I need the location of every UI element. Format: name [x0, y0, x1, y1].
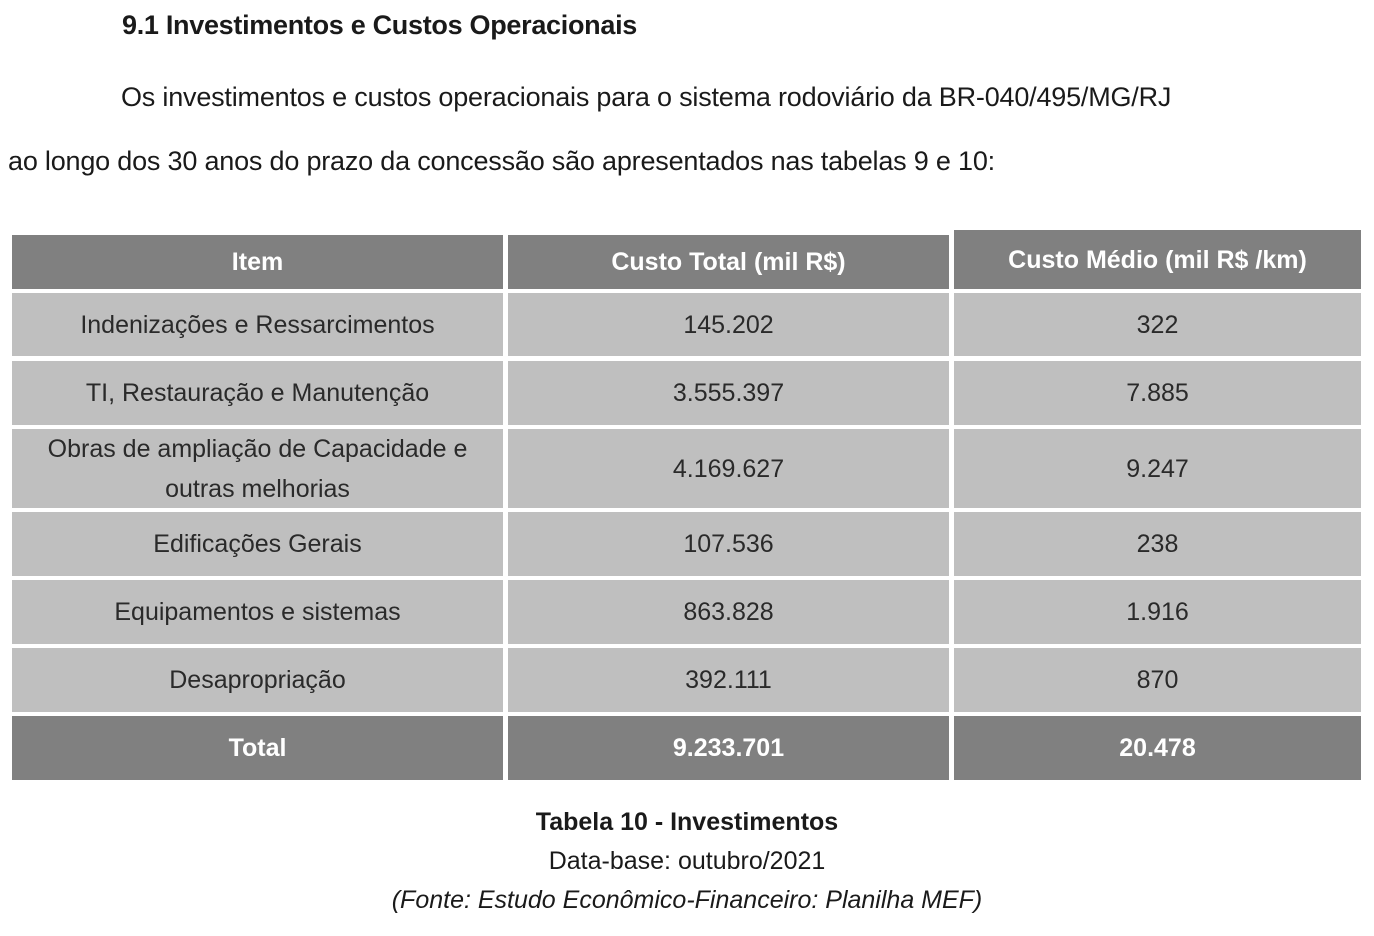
table-source: (Fonte: Estudo Econômico-Financeiro: Pla…: [391, 886, 983, 914]
row-total-cost: 4.169.627: [508, 429, 949, 508]
section-heading: 9.1 Investimentos e Custos Operacionais: [122, 10, 637, 40]
row-total-cost: 107.536: [508, 512, 949, 576]
header-total-cost: Custo Total (mil R$): [508, 235, 949, 289]
row-avg-cost: 9.247: [954, 429, 1361, 508]
row-avg-cost: 238: [954, 512, 1361, 576]
row-avg-cost: 322: [954, 293, 1361, 356]
row-avg-cost: 870: [954, 648, 1361, 712]
row-total-cost: 392.111: [508, 648, 949, 712]
row-item: TI, Restauração e Manutenção: [12, 361, 503, 425]
header-item: Item: [12, 235, 503, 289]
table-date: Data-base: outubro/2021: [548, 847, 826, 875]
row-item: Desapropriação: [12, 648, 503, 712]
table-caption: Tabela 10 - Investimentos: [535, 808, 839, 836]
paragraph-line-1: Os investimentos e custos operacionais p…: [121, 82, 1172, 112]
row-total-cost: 145.202: [508, 293, 949, 356]
row-total-cost: 863.828: [508, 580, 949, 644]
header-avg-cost: Custo Médio (mil R$ /km): [954, 230, 1361, 289]
row-total-cost: 3.555.397: [508, 361, 949, 425]
row-item: Edificações Gerais: [12, 512, 503, 576]
paragraph-line-2: ao longo dos 30 anos do prazo da concess…: [8, 146, 995, 176]
row-item: Equipamentos e sistemas: [12, 580, 503, 644]
row-avg-cost: 1.916: [954, 580, 1361, 644]
total-cost-value: 9.233.701: [508, 716, 949, 780]
total-avg-value: 20.478: [954, 716, 1361, 780]
total-label: Total: [12, 716, 503, 780]
row-item: Obras de ampliação de Capacidade e outra…: [12, 429, 503, 508]
row-avg-cost: 7.885: [954, 361, 1361, 425]
row-item: Indenizações e Ressarcimentos: [12, 293, 503, 356]
